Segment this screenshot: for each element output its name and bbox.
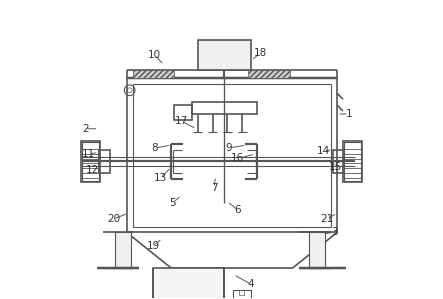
Bar [115, 232, 131, 268]
Text: 7: 7 [211, 183, 218, 193]
Text: 5: 5 [169, 198, 176, 208]
Text: 6: 6 [234, 205, 241, 215]
Text: 1: 1 [346, 109, 352, 119]
Bar [99, 150, 110, 173]
Bar [343, 141, 362, 182]
Text: 18: 18 [253, 48, 267, 58]
Bar [132, 70, 174, 78]
Bar [82, 142, 99, 181]
Bar [174, 105, 192, 120]
Text: 19: 19 [147, 241, 160, 251]
Bar [132, 84, 331, 227]
Bar [81, 141, 100, 182]
Bar [333, 150, 344, 173]
Text: 21: 21 [320, 214, 333, 224]
Bar [153, 268, 225, 299]
Text: 9: 9 [225, 143, 232, 153]
Text: 12: 12 [86, 165, 99, 175]
Text: 13: 13 [154, 173, 167, 183]
Text: 14: 14 [317, 146, 330, 156]
Bar [198, 40, 251, 70]
Text: 10: 10 [148, 50, 161, 60]
Text: 11: 11 [82, 149, 95, 159]
Text: 16: 16 [231, 153, 245, 163]
Bar [248, 70, 290, 78]
Text: 17: 17 [175, 116, 188, 126]
Text: 15: 15 [329, 162, 342, 172]
Text: 20: 20 [107, 214, 120, 224]
Bar [344, 142, 361, 181]
Bar [127, 78, 337, 232]
Bar [233, 290, 251, 298]
Bar [192, 102, 257, 114]
Text: 2: 2 [82, 124, 89, 134]
Bar [239, 290, 244, 295]
Text: 4: 4 [248, 279, 254, 289]
Text: 3: 3 [331, 228, 338, 237]
Bar [309, 232, 325, 268]
Text: 8: 8 [152, 143, 158, 153]
